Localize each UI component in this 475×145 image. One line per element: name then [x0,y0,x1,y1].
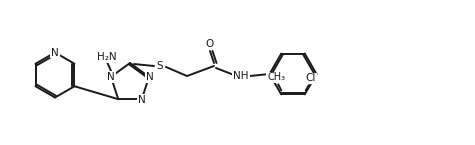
Text: N: N [107,72,115,82]
Text: S: S [157,61,163,71]
Text: O: O [206,39,214,49]
Text: NH: NH [233,71,249,81]
Text: H₂N: H₂N [97,52,117,62]
Text: N: N [51,48,59,58]
Text: N: N [146,72,154,82]
Text: Cl: Cl [305,73,316,83]
Text: N: N [138,95,146,105]
Text: CH₃: CH₃ [267,72,285,82]
